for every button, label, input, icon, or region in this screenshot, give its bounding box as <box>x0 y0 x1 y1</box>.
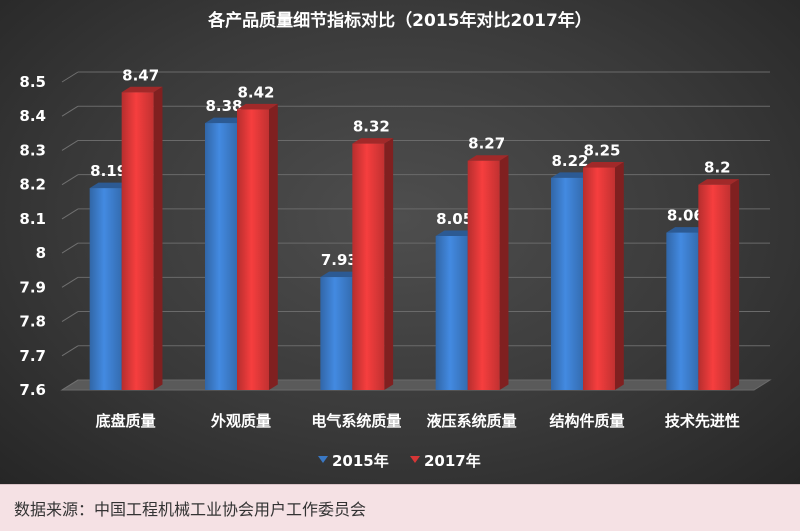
bar-side <box>153 86 163 391</box>
bar <box>89 188 122 390</box>
data-label: 8.42 <box>237 83 274 101</box>
gridline-depth <box>61 276 79 288</box>
bar-top <box>205 117 246 124</box>
bar <box>551 177 583 390</box>
bar-top <box>237 103 278 110</box>
gridline-depth <box>61 174 79 186</box>
bar <box>467 160 500 390</box>
gridline-depth <box>61 105 79 117</box>
bar-chart: 各产品质量细节指标对比（2015年对比2017年） 7.6 7.7 7.8 7.9 8 8.… <box>19 10 772 470</box>
x-tick-label: 液压系统质量 <box>427 412 517 430</box>
legend-label: 2017年 <box>424 452 481 470</box>
source-footer: 数据来源：中国工程机械工业协会用户工作委员会 <box>0 484 800 531</box>
gridline-depth <box>61 140 79 151</box>
legend-marker <box>318 456 328 463</box>
bar-top <box>435 230 477 236</box>
data-label: 7.93 <box>321 251 358 269</box>
gridline-depth <box>61 208 79 220</box>
bar-top <box>121 86 163 93</box>
bar-side <box>384 138 394 390</box>
gridline-depth <box>61 345 79 357</box>
bar-top <box>320 271 362 278</box>
bar-side <box>269 103 278 390</box>
gridline-depth <box>61 71 79 83</box>
data-label: 8.19 <box>90 162 127 180</box>
y-tick-label: 7.8 <box>19 313 46 331</box>
data-label: 8.05 <box>436 210 473 228</box>
y-tick-label: 8.5 <box>19 73 46 91</box>
y-tick-label: 8.2 <box>19 176 46 194</box>
bar <box>352 143 385 390</box>
data-label: 8.47 <box>122 66 159 84</box>
data-label: 8.32 <box>353 118 390 136</box>
legend-label: 2015年 <box>332 452 389 470</box>
chart-title: 各产品质量细节指标对比（2015年对比2017年） <box>207 10 592 31</box>
y-tick-label: 7.6 <box>19 381 46 399</box>
y-tick-label: 8.4 <box>19 107 46 125</box>
x-tick-label: 外观质量 <box>210 412 271 430</box>
gridline-depth <box>61 242 79 254</box>
bar <box>583 167 615 390</box>
chart-floor <box>60 379 772 391</box>
data-label: 8.22 <box>551 152 588 170</box>
y-tick-label: 8.1 <box>19 210 46 228</box>
bar-top <box>89 182 131 189</box>
bar <box>237 109 269 390</box>
gridline-depth <box>61 311 79 322</box>
y-tick-label: 7.7 <box>19 347 46 365</box>
x-tick-label: 电气系统质量 <box>311 412 401 430</box>
data-label: 8.2 <box>704 159 731 177</box>
bar <box>666 232 699 390</box>
bar-side <box>615 162 624 390</box>
bar-side <box>730 179 740 390</box>
data-label: 8.38 <box>205 97 242 115</box>
data-label: 8.25 <box>583 142 620 160</box>
bar-top <box>467 155 509 161</box>
data-label: 8.27 <box>468 135 505 153</box>
bar <box>205 123 237 391</box>
data-label: 8.06 <box>667 207 704 225</box>
x-tick-label: 底盘质量 <box>96 412 156 430</box>
source-text: 数据来源：中国工程机械工业协会用户工作委员会 <box>14 500 367 519</box>
bar <box>698 184 731 390</box>
bar-top <box>352 138 394 144</box>
y-tick-label: 8 <box>36 244 46 262</box>
bar-top <box>666 227 708 233</box>
legend-marker <box>410 456 420 463</box>
y-tick-label: 7.9 <box>19 278 46 296</box>
bar-top <box>583 162 624 168</box>
gridline-depth <box>61 379 79 391</box>
bar <box>435 236 468 390</box>
bar-top <box>551 172 592 178</box>
chart-area: 各产品质量细节指标对比（2015年对比2017年） 7.6 7.7 7.8 7.9 8 8.… <box>0 0 800 484</box>
x-tick-label: 结构件质量 <box>549 412 624 430</box>
bar <box>320 277 353 390</box>
bar-top <box>698 179 740 185</box>
y-tick-label: 8.3 <box>19 141 46 159</box>
bar <box>121 92 154 391</box>
x-tick-label: 技术先进性 <box>665 412 740 430</box>
bar-side <box>499 155 509 390</box>
